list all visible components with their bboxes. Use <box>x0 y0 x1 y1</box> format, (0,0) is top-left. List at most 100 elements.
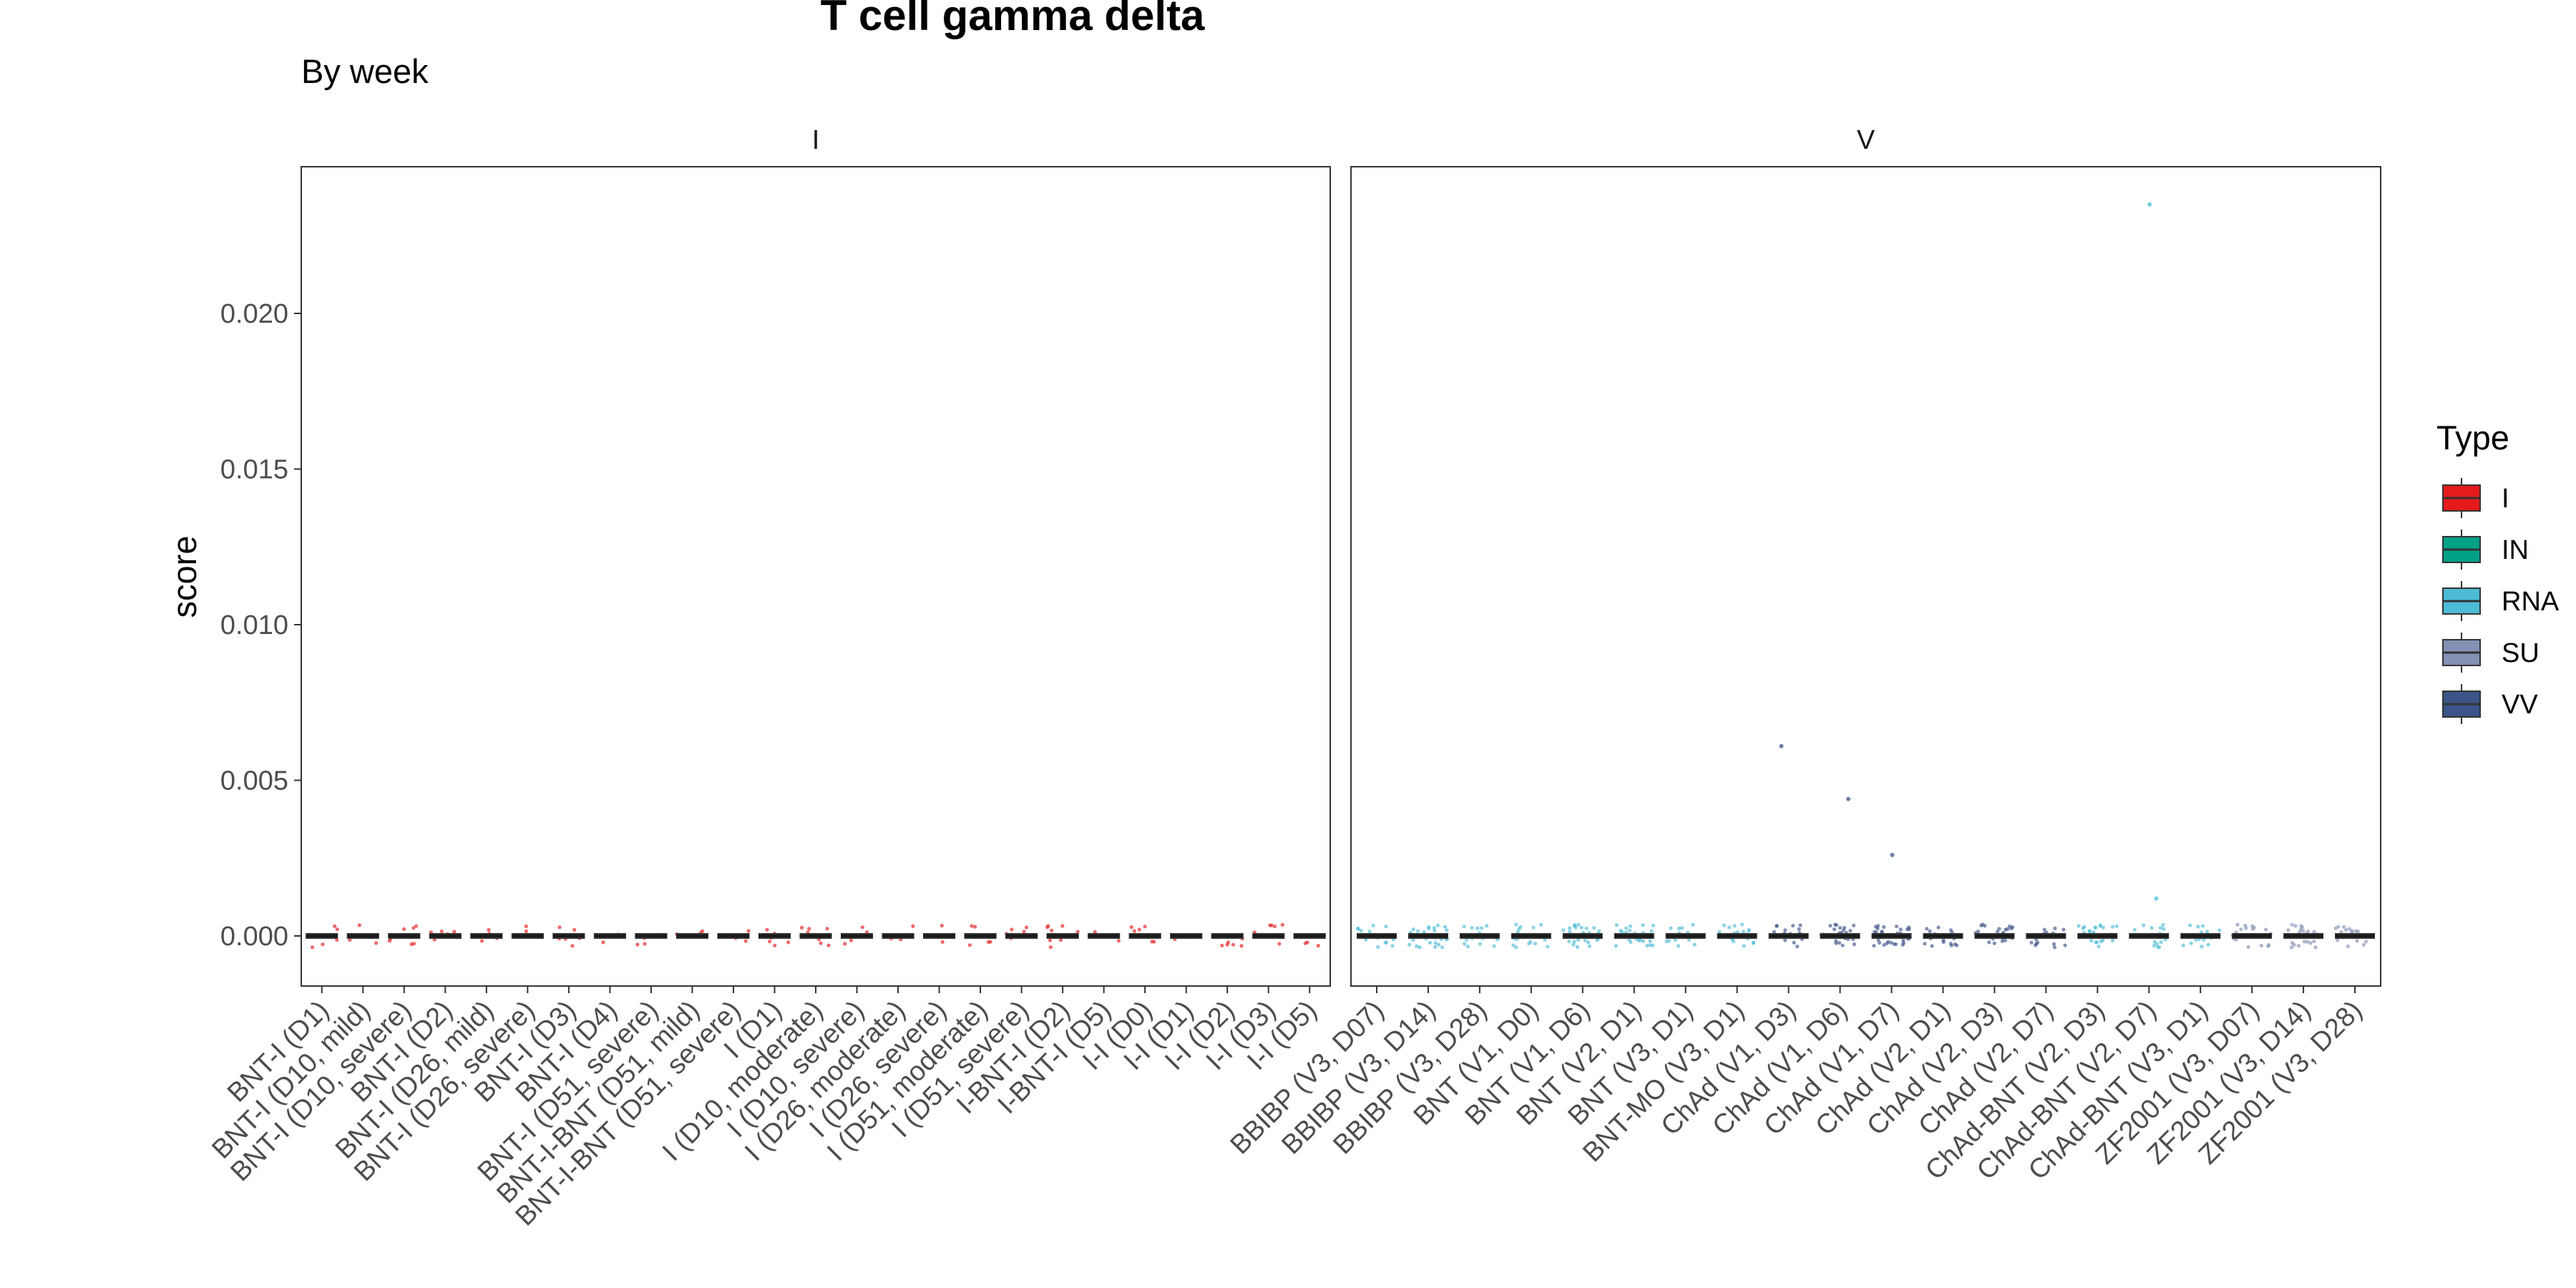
data-point <box>1798 923 1802 927</box>
data-point <box>635 942 640 947</box>
data-point <box>2110 938 2114 942</box>
data-point <box>1717 930 1722 934</box>
data-point <box>2333 926 2338 930</box>
data-point <box>1533 942 1538 946</box>
data-point <box>819 941 823 945</box>
data-point <box>1517 927 1521 931</box>
y-tick-label: 0.005 <box>220 766 288 796</box>
data-point <box>1979 923 1984 927</box>
data-point <box>1948 928 1953 932</box>
data-point <box>2355 939 2359 943</box>
data-point <box>1478 942 1483 946</box>
data-point <box>2306 940 2310 944</box>
y-tick-label: 0.000 <box>220 922 288 952</box>
data-point <box>1303 941 1307 945</box>
data-point <box>452 930 457 934</box>
data-point <box>1528 940 1533 944</box>
data-point <box>2364 940 2368 944</box>
data-point <box>1280 922 1284 927</box>
data-point <box>765 927 769 932</box>
data-point <box>2034 942 2039 946</box>
data-point <box>1445 928 1449 932</box>
data-point <box>1840 943 1845 947</box>
data-point <box>1129 925 1133 930</box>
data-point <box>1834 939 1838 943</box>
data-point <box>1576 922 1581 927</box>
data-point <box>1722 923 1726 927</box>
data-point <box>2290 922 2294 927</box>
data-point <box>1649 929 1654 933</box>
data-point <box>1143 924 1147 929</box>
data-point <box>970 924 974 928</box>
data-point <box>1624 926 1629 930</box>
data-point <box>1691 922 1695 927</box>
legend-label: VV <box>2502 690 2538 720</box>
data-point <box>557 925 562 930</box>
data-point <box>2244 926 2248 930</box>
data-point <box>2094 940 2098 945</box>
data-point <box>1877 940 1882 945</box>
data-point <box>2053 926 2057 931</box>
data-point <box>414 924 419 928</box>
data-point <box>2158 926 2162 930</box>
data-point <box>2341 924 2346 929</box>
data-point <box>1842 925 1847 930</box>
data-point <box>800 925 804 930</box>
data-point <box>1894 924 1898 929</box>
data-point <box>1941 938 1946 942</box>
data-point <box>2152 944 2157 948</box>
data-point <box>411 926 416 930</box>
data-point <box>2101 938 2105 942</box>
y-tick-label: 0.020 <box>220 299 288 329</box>
data-point <box>1587 944 1591 948</box>
data-point <box>2077 924 2081 928</box>
data-point <box>1576 937 1581 942</box>
data-point <box>1356 927 1360 931</box>
data-point <box>2290 941 2295 945</box>
data-point <box>2250 927 2255 931</box>
data-point <box>2306 930 2311 934</box>
outlier-point <box>2147 202 2152 207</box>
data-point <box>2093 925 2097 930</box>
data-point <box>1752 940 1756 945</box>
data-point <box>2003 938 2007 942</box>
data-point <box>1669 926 1673 930</box>
data-point <box>1571 942 1576 947</box>
data-point <box>1792 940 1796 945</box>
data-point <box>2286 928 2290 932</box>
data-point <box>1411 927 1415 932</box>
data-point <box>643 942 647 946</box>
data-point <box>1433 941 1438 945</box>
data-point <box>1645 943 1649 948</box>
data-point <box>2006 927 2010 931</box>
data-point <box>1531 925 1536 930</box>
data-point <box>1568 930 1572 934</box>
data-point <box>411 942 416 946</box>
outlier-point <box>1779 743 1784 748</box>
data-point <box>2267 943 2271 947</box>
data-point <box>1511 943 1516 947</box>
data-point <box>2007 924 2011 929</box>
data-point <box>1987 940 1991 945</box>
data-point <box>524 924 528 929</box>
data-point <box>1619 928 1623 933</box>
data-point <box>1048 945 1053 950</box>
data-point <box>1747 928 1751 932</box>
data-point <box>2097 945 2101 949</box>
strip-label: V <box>1857 125 1875 155</box>
data-point <box>2181 943 2185 947</box>
data-point <box>1882 924 1886 930</box>
data-point <box>335 927 339 932</box>
data-point <box>439 930 444 934</box>
outlier-point <box>1846 796 1851 801</box>
data-point <box>1575 945 1580 949</box>
data-point <box>2042 927 2046 932</box>
legend-item-vv: VV <box>2442 684 2538 724</box>
data-point <box>348 938 352 942</box>
data-point <box>2157 945 2162 950</box>
data-point <box>1641 923 1645 927</box>
data-point <box>2336 938 2340 942</box>
data-point <box>1384 924 1388 929</box>
data-point <box>773 943 777 947</box>
